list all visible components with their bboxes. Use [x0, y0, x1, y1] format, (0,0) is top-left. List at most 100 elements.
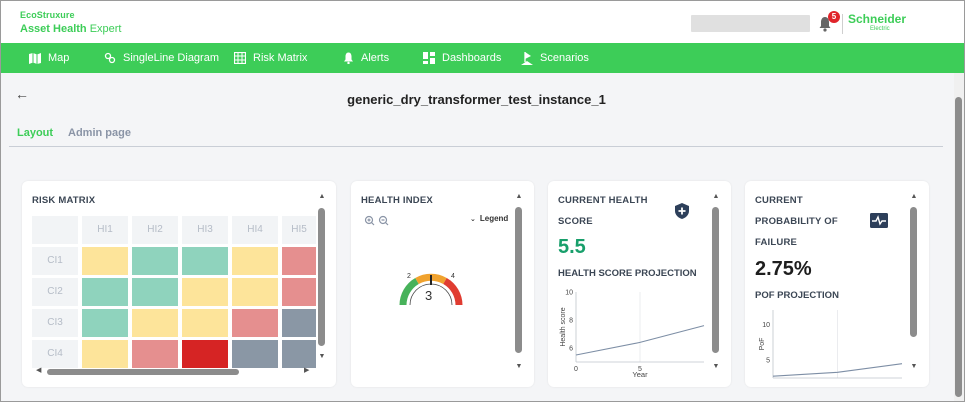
- health-score-projection-title: HEALTH SCORE PROJECTION: [558, 268, 697, 279]
- app-name[interactable]: Asset Health Expert: [20, 23, 122, 35]
- chart-x-tick-label: 0: [574, 366, 578, 373]
- dashboard-icon: [423, 52, 435, 64]
- scroll-up-icon[interactable]: ▲: [318, 193, 326, 200]
- scroll-down-icon[interactable]: ▼: [910, 363, 918, 370]
- zoom-out-icon[interactable]: [378, 215, 389, 226]
- map-icon: [29, 52, 41, 64]
- pof-vscroll-thumb[interactable]: [910, 207, 917, 337]
- risk-matrix-cell[interactable]: [132, 278, 178, 306]
- page-scrollbar[interactable]: [954, 73, 964, 401]
- risk-matrix-col-header: HI4: [232, 216, 278, 244]
- risk-matrix-cell[interactable]: [132, 309, 178, 337]
- risk-matrix-row-header: CI3: [32, 309, 78, 337]
- scroll-down-icon[interactable]: ▼: [515, 363, 523, 370]
- pof-title-3: FAILURE: [755, 237, 798, 248]
- scroll-down-icon[interactable]: ▼: [712, 363, 720, 370]
- health-score-vscroll[interactable]: ▲ ▼: [712, 193, 720, 371]
- grid-icon: [234, 52, 246, 64]
- notification-count-badge: 5: [828, 11, 840, 23]
- search-input[interactable]: [691, 15, 810, 32]
- nav-risk-matrix-label: Risk Matrix: [253, 52, 308, 64]
- risk-matrix-cell[interactable]: [82, 278, 128, 306]
- risk-matrix-cell[interactable]: [82, 340, 128, 368]
- scroll-up-icon[interactable]: ▲: [910, 193, 918, 200]
- risk-matrix-cell[interactable]: [132, 340, 178, 368]
- chart-y-axis-label: PoF: [759, 338, 766, 351]
- risk-matrix-cell[interactable]: [82, 309, 128, 337]
- risk-matrix-cell[interactable]: [232, 247, 278, 275]
- risk-matrix-corner: [32, 216, 78, 244]
- risk-matrix-row-header: CI1: [32, 247, 78, 275]
- nav-map[interactable]: Map: [29, 43, 69, 73]
- risk-matrix-hscroll-thumb[interactable]: [47, 369, 239, 375]
- singleline-icon: [104, 52, 116, 64]
- risk-matrix-cell[interactable]: [232, 340, 278, 368]
- tab-layout[interactable]: Layout: [17, 127, 54, 139]
- nav-alerts[interactable]: Alerts: [343, 43, 389, 73]
- chart-series-line: [575, 325, 705, 356]
- risk-matrix-cell[interactable]: [182, 278, 228, 306]
- page-title: generic_dry_transformer_test_instance_1: [347, 92, 606, 107]
- zoom-in-icon[interactable]: [364, 215, 375, 226]
- health-index-vscroll[interactable]: ▲ ▼: [515, 193, 523, 371]
- chart-y-tick-label: 5: [766, 358, 770, 365]
- scroll-up-icon[interactable]: ▲: [515, 193, 523, 200]
- health-index-vscroll-thumb[interactable]: [515, 207, 522, 353]
- nav-risk-matrix[interactable]: Risk Matrix: [234, 43, 307, 73]
- risk-matrix-hscroll[interactable]: ◀ ▶: [34, 367, 312, 376]
- nav-singleline[interactable]: SingleLine Diagram: [104, 43, 219, 73]
- risk-matrix-cell[interactable]: [182, 340, 228, 368]
- nav-singleline-label: SingleLine Diagram: [123, 52, 219, 64]
- health-index-title: HEALTH INDEX: [361, 195, 433, 206]
- nav-scenarios[interactable]: Scenarios: [521, 43, 589, 73]
- risk-matrix-cell[interactable]: [282, 309, 316, 337]
- health-score-card: [548, 181, 731, 387]
- risk-matrix-cell[interactable]: [282, 247, 316, 275]
- back-arrow-icon[interactable]: ←: [15, 86, 29, 102]
- risk-matrix-vscroll[interactable]: ▲ ▼: [318, 193, 326, 363]
- ecostruxure-logo: EcoStruxure: [20, 10, 75, 20]
- health-score-vscroll-thumb[interactable]: [712, 207, 719, 353]
- risk-matrix-cell[interactable]: [282, 340, 316, 368]
- scroll-left-icon[interactable]: ◀: [36, 367, 42, 374]
- risk-matrix-cell[interactable]: [132, 247, 178, 275]
- legend-toggle[interactable]: ⌄ Legend: [470, 214, 508, 223]
- scroll-up-icon[interactable]: ▲: [712, 193, 720, 200]
- risk-matrix-cell[interactable]: [232, 309, 278, 337]
- chart-y-tick-label: 6: [569, 346, 573, 353]
- schneider-logo-sub: Electric: [870, 26, 890, 32]
- risk-matrix-col-header: HI1: [82, 216, 128, 244]
- risk-matrix-cell[interactable]: [282, 278, 316, 306]
- risk-matrix-cell[interactable]: [232, 278, 278, 306]
- zoom-icons: [364, 215, 389, 226]
- pof-value: 2.75%: [755, 258, 812, 280]
- nav-scenarios-label: Scenarios: [540, 52, 589, 64]
- tab-admin-page[interactable]: Admin page: [68, 127, 131, 139]
- nav-dashboards-label: Dashboards: [442, 52, 502, 64]
- risk-matrix-col-header: HI2: [132, 216, 178, 244]
- chart-y-tick-label: 10: [565, 290, 573, 297]
- scroll-right-icon[interactable]: ▶: [304, 367, 310, 374]
- health-index-gauge: [399, 273, 463, 306]
- nav-alerts-label: Alerts: [361, 52, 390, 64]
- nav-dashboards[interactable]: Dashboards: [423, 43, 501, 73]
- gauge-tick-4: 4: [451, 273, 455, 280]
- pof-title-1: CURRENT: [755, 195, 803, 206]
- risk-matrix-cell[interactable]: [82, 247, 128, 275]
- shield-plus-icon: [675, 203, 689, 219]
- chart-x-axis-label: Year: [632, 370, 648, 378]
- schneider-logo: Schneider: [848, 12, 907, 26]
- risk-matrix-cell[interactable]: [182, 309, 228, 337]
- risk-matrix-cell[interactable]: [182, 247, 228, 275]
- health-score-title-1: CURRENT HEALTH: [558, 195, 648, 206]
- health-index-card: [351, 181, 534, 387]
- tab-divider: [9, 146, 943, 147]
- header-divider: [842, 14, 843, 34]
- chart-y-tick-label: 10: [762, 322, 770, 329]
- notification-bell-icon[interactable]: [818, 16, 832, 32]
- scroll-down-icon[interactable]: ▼: [318, 353, 326, 360]
- pof-vscroll[interactable]: ▲ ▼: [910, 193, 918, 371]
- page-scrollbar-thumb[interactable]: [955, 97, 962, 397]
- pof-title-2: PROBABILITY OF: [755, 216, 838, 227]
- risk-matrix-vscroll-thumb[interactable]: [318, 208, 325, 346]
